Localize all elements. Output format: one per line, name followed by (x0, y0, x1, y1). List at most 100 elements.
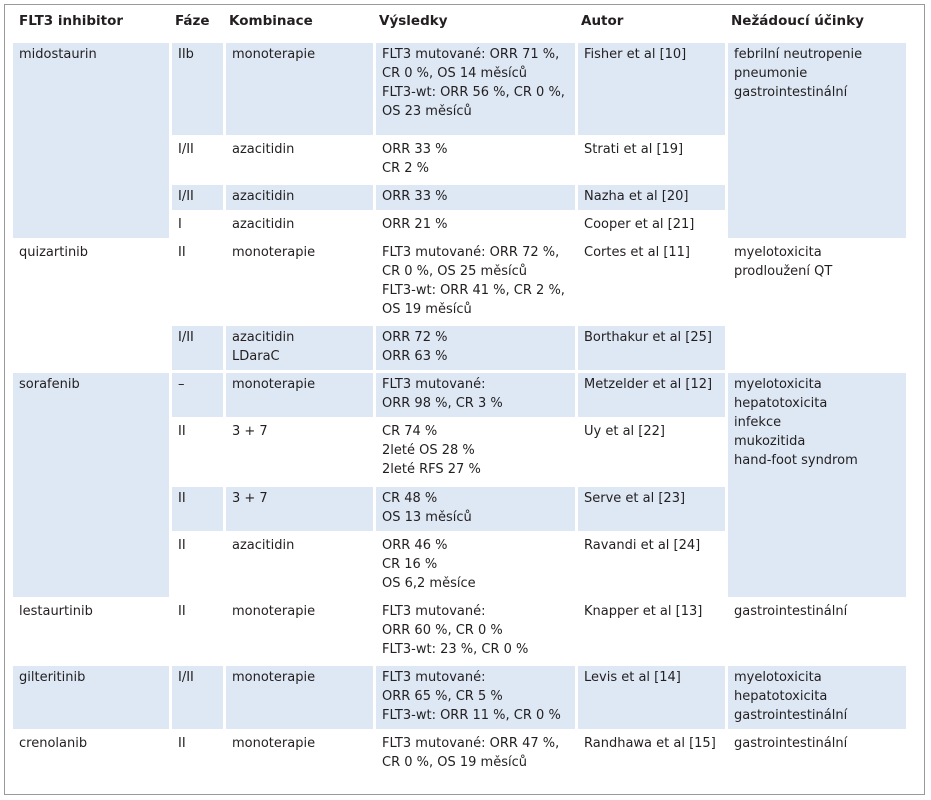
results-cell-line: ORR 21 % (382, 217, 448, 232)
results-cell-line: CR 0 %, OS 25 měsíců (382, 264, 527, 279)
adverse-effects-cell: gastrointestinální (725, 729, 906, 779)
adverse-effect-item: mukozitida (734, 434, 806, 449)
adverse-effect-item: myelotoxicita (734, 670, 822, 685)
adverse-effect-item: hepatotoxicita (734, 396, 828, 411)
adverse-effects-cell: myelotoxicita hepatotoxicita infekce mukozi… (725, 370, 906, 597)
adverse-effect-item: pneumonie (734, 66, 808, 81)
results-cell-line: FLT3-wt: ORR 11 %, CR 0 % (382, 708, 561, 723)
results-cell: FLT3 mutované: ORR 98 %, CR 3 % (373, 370, 575, 417)
results-cell-line: FLT3 mutované: (382, 377, 486, 392)
results-cell-line: FLT3-wt: ORR 41 %, CR 2 %, (382, 283, 565, 298)
flt3-inhibitor-table: FLT3 inhibitor Fáze Kombinace Výsledky A… (13, 10, 906, 779)
author-cell: Knapper et al [13] (575, 597, 725, 663)
table-row: II 3 + 7 CR 74 % 2leté OS 28 % 2leté RFS 27 … (13, 417, 906, 484)
phase-cell: II (169, 597, 223, 663)
combination-cell-line: azacitidin (232, 330, 295, 345)
results-cell: FLT3 mutované: ORR 72 %, CR 0 %, OS 25 mě… (373, 238, 575, 323)
header-row: FLT3 inhibitor Fáze Kombinace Výsledky A… (13, 10, 906, 40)
author-cell: Strati et al [19] (575, 135, 725, 182)
phase-cell: II (169, 484, 223, 531)
combination-cell-line: 3 + 7 (232, 491, 268, 506)
table-row: II 3 + 7 CR 48 % OS 13 měsíců Serve et al [2… (13, 484, 906, 531)
results-cell-line: ORR 33 % (382, 142, 448, 157)
author-cell: Metzelder et al [12] (575, 370, 725, 417)
table-body: midostaurin IIb monoterapie FLT3 mutované: … (13, 40, 906, 779)
adverse-effect-item: gastrointestinální (734, 736, 848, 751)
adverse-effect-item: febrilní neutropenie (734, 47, 863, 62)
results-cell-line: CR 2 % (382, 161, 429, 176)
combination-cell: azacitidin LDaraC (223, 323, 373, 370)
author-cell: Fisher et al [10] (575, 40, 725, 135)
table-row: I/II azacitidin LDaraC ORR 72 % ORR 63 % Bort… (13, 323, 906, 370)
adverse-effects-cell: myelotoxicita hepatotoxicita gastrointesti… (725, 663, 906, 729)
author-cell: Serve et al [23] (575, 484, 725, 531)
adverse-effects-cell: myelotoxicita prodloužení QT (725, 238, 906, 370)
combination-cell-line: monoterapie (232, 47, 316, 62)
results-cell: ORR 46 % CR 16 % OS 6,2 měsíce (373, 531, 575, 597)
adverse-effect-item: hepatotoxicita (734, 689, 828, 704)
author-cell: Levis et al [14] (575, 663, 725, 729)
adverse-effect-item: hand-foot syndrom (734, 453, 858, 468)
combination-cell: azacitidin (223, 210, 373, 238)
combination-cell-line: 3 + 7 (232, 424, 268, 439)
combination-cell: azacitidin (223, 135, 373, 182)
author-cell: Borthakur et al [25] (575, 323, 725, 370)
results-cell-line: CR 48 % (382, 491, 438, 506)
phase-cell: – (169, 370, 223, 417)
drug-name-cell: midostaurin (13, 40, 169, 238)
adverse-effect-item: myelotoxicita (734, 245, 822, 260)
table-row: crenolanib II monoterapie FLT3 mutované: OR… (13, 729, 906, 779)
results-cell-line: 2leté RFS 27 % (382, 462, 481, 477)
phase-cell: II (169, 531, 223, 597)
results-cell-line: ORR 72 % (382, 330, 448, 345)
combination-cell-line: monoterapie (232, 377, 316, 392)
header-results: Výsledky (379, 13, 448, 29)
author-cell: Uy et al [22] (575, 417, 725, 484)
combination-cell-line: monoterapie (232, 245, 316, 260)
results-cell: ORR 72 % ORR 63 % (373, 323, 575, 370)
author-cell: Cortes et al [11] (575, 238, 725, 323)
combination-cell-line: monoterapie (232, 736, 316, 751)
header-phase: Fáze (175, 13, 210, 29)
author-cell: Nazha et al [20] (575, 182, 725, 210)
phase-cell: II (169, 729, 223, 779)
phase-cell: I/II (169, 182, 223, 210)
table-row: quizartinib II monoterapie FLT3 mutované: O… (13, 238, 906, 370)
author-cell: Randhawa et al [15] (575, 729, 725, 779)
combination-cell: monoterapie (223, 729, 373, 779)
results-cell-line: ORR 60 %, CR 0 % (382, 623, 503, 638)
drug-name-cell: sorafenib (13, 370, 169, 597)
results-cell-line: ORR 46 % (382, 538, 448, 553)
header-adverse-effects: Nežádoucí účinky (731, 13, 864, 29)
header-drug: FLT3 inhibitor (19, 13, 124, 29)
phase-cell: II (169, 238, 223, 323)
drug-name-cell: quizartinib (13, 238, 169, 370)
combination-cell-line: azacitidin (232, 538, 295, 553)
results-cell-line: CR 0 %, OS 19 měsíců (382, 755, 527, 770)
results-cell-line: ORR 63 % (382, 349, 448, 364)
combination-cell-line: LDaraC (232, 349, 280, 364)
table-row: I/II azacitidin ORR 33 % Nazha et al [20] (13, 182, 906, 210)
results-cell-line: ORR 65 %, CR 5 % (382, 689, 503, 704)
combination-cell: monoterapie (223, 370, 373, 417)
table-row: I/II azacitidin ORR 33 % CR 2 % Strati et al… (13, 135, 906, 182)
results-cell: ORR 21 % (373, 210, 575, 238)
table-row: gilteritinib I/II monoterapie FLT3 mutované… (13, 663, 906, 729)
results-cell-line: ORR 98 %, CR 3 % (382, 396, 503, 411)
table-row: lestaurtinib II monoterapie FLT3 mutované: O… (13, 597, 906, 663)
combination-cell: monoterapie (223, 663, 373, 729)
table-frame: FLT3 inhibitor Fáze Kombinace Výsledky A… (4, 4, 925, 795)
phase-cell: IIb (169, 40, 223, 135)
table-row: II azacitidin ORR 46 % CR 16 % OS 6,2 měsíce… (13, 531, 906, 597)
adverse-effect-item: prodloužení QT (734, 264, 833, 279)
header-combination: Kombinace (229, 13, 313, 29)
results-cell: FLT3 mutované: ORR 71 %, CR 0 %, OS 14 mě… (373, 40, 575, 135)
table-row: midostaurin IIb monoterapie FLT3 mutované: … (13, 40, 906, 238)
combination-cell: monoterapie (223, 238, 373, 323)
results-cell-line: CR 0 %, OS 14 měsíců (382, 66, 527, 81)
combination-cell: 3 + 7 (223, 484, 373, 531)
adverse-effect-item: gastrointestinální (734, 708, 848, 723)
combination-cell: azacitidin (223, 182, 373, 210)
table-row: sorafenib – monoterapie FLT3 mutované: ORR 9… (13, 370, 906, 597)
results-cell-line: FLT3 mutované: (382, 670, 486, 685)
